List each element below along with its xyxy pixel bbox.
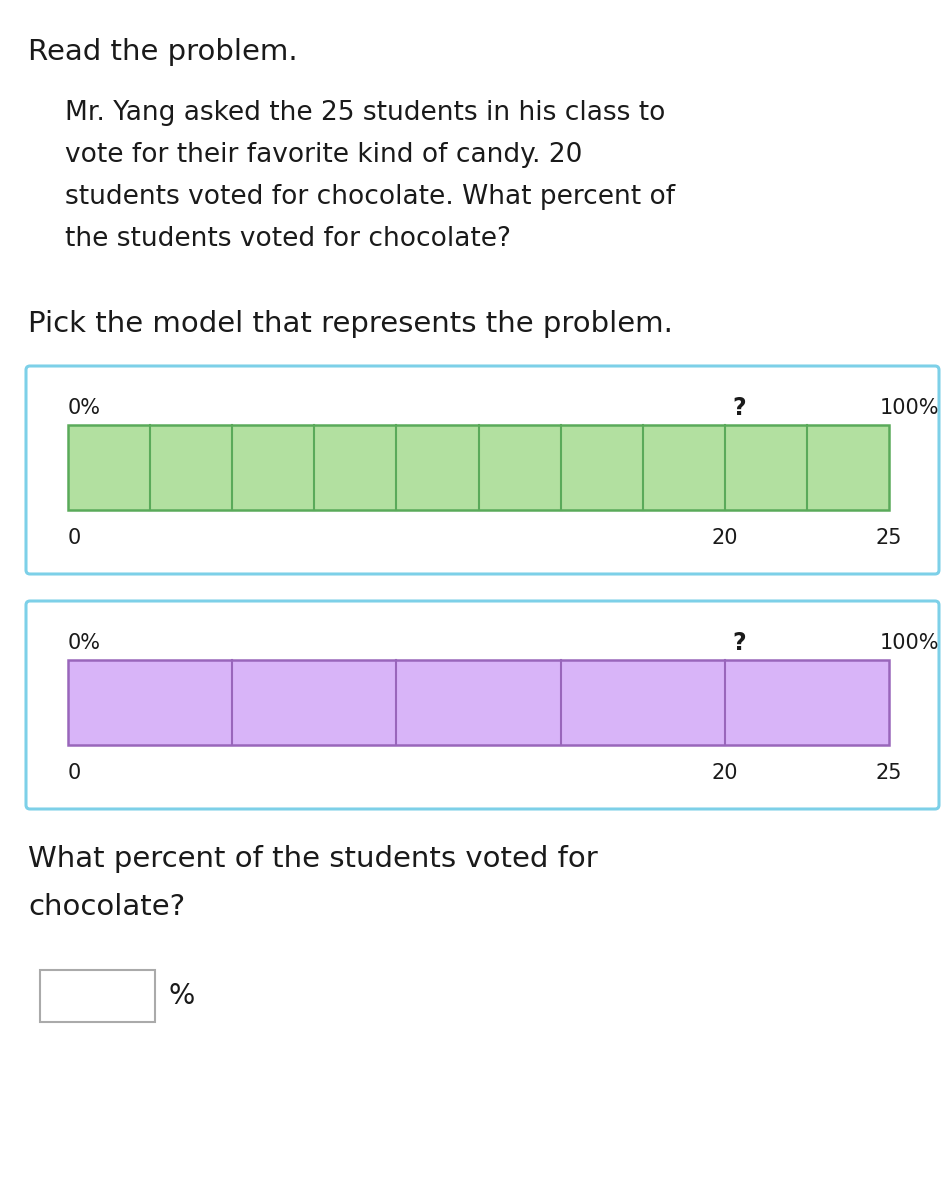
Text: 25: 25 — [875, 528, 902, 548]
Text: 20: 20 — [711, 528, 737, 548]
Text: Mr. Yang asked the 25 students in his class to: Mr. Yang asked the 25 students in his cl… — [65, 100, 665, 126]
Text: vote for their favorite kind of candy. 20: vote for their favorite kind of candy. 2… — [65, 142, 582, 168]
FancyBboxPatch shape — [26, 366, 938, 574]
Text: 100%: 100% — [879, 398, 938, 418]
Bar — [68, 425, 888, 510]
Text: %: % — [169, 982, 195, 1010]
Text: 0%: 0% — [68, 398, 101, 418]
Text: Read the problem.: Read the problem. — [28, 38, 297, 66]
FancyBboxPatch shape — [26, 601, 938, 809]
Text: 20: 20 — [711, 763, 737, 782]
Text: Pick the model that represents the problem.: Pick the model that represents the probl… — [28, 310, 672, 338]
Text: 0: 0 — [68, 763, 81, 782]
Text: 0%: 0% — [68, 634, 101, 653]
Text: ?: ? — [732, 396, 746, 420]
Text: chocolate?: chocolate? — [28, 893, 185, 922]
Text: students voted for chocolate. What percent of: students voted for chocolate. What perce… — [65, 184, 674, 210]
Text: 0: 0 — [68, 528, 81, 548]
Text: ?: ? — [732, 631, 746, 655]
Bar — [68, 660, 888, 745]
Text: 100%: 100% — [879, 634, 938, 653]
Bar — [40, 970, 155, 1022]
Text: the students voted for chocolate?: the students voted for chocolate? — [65, 226, 511, 252]
Text: 25: 25 — [875, 763, 902, 782]
Text: What percent of the students voted for: What percent of the students voted for — [28, 845, 598, 874]
